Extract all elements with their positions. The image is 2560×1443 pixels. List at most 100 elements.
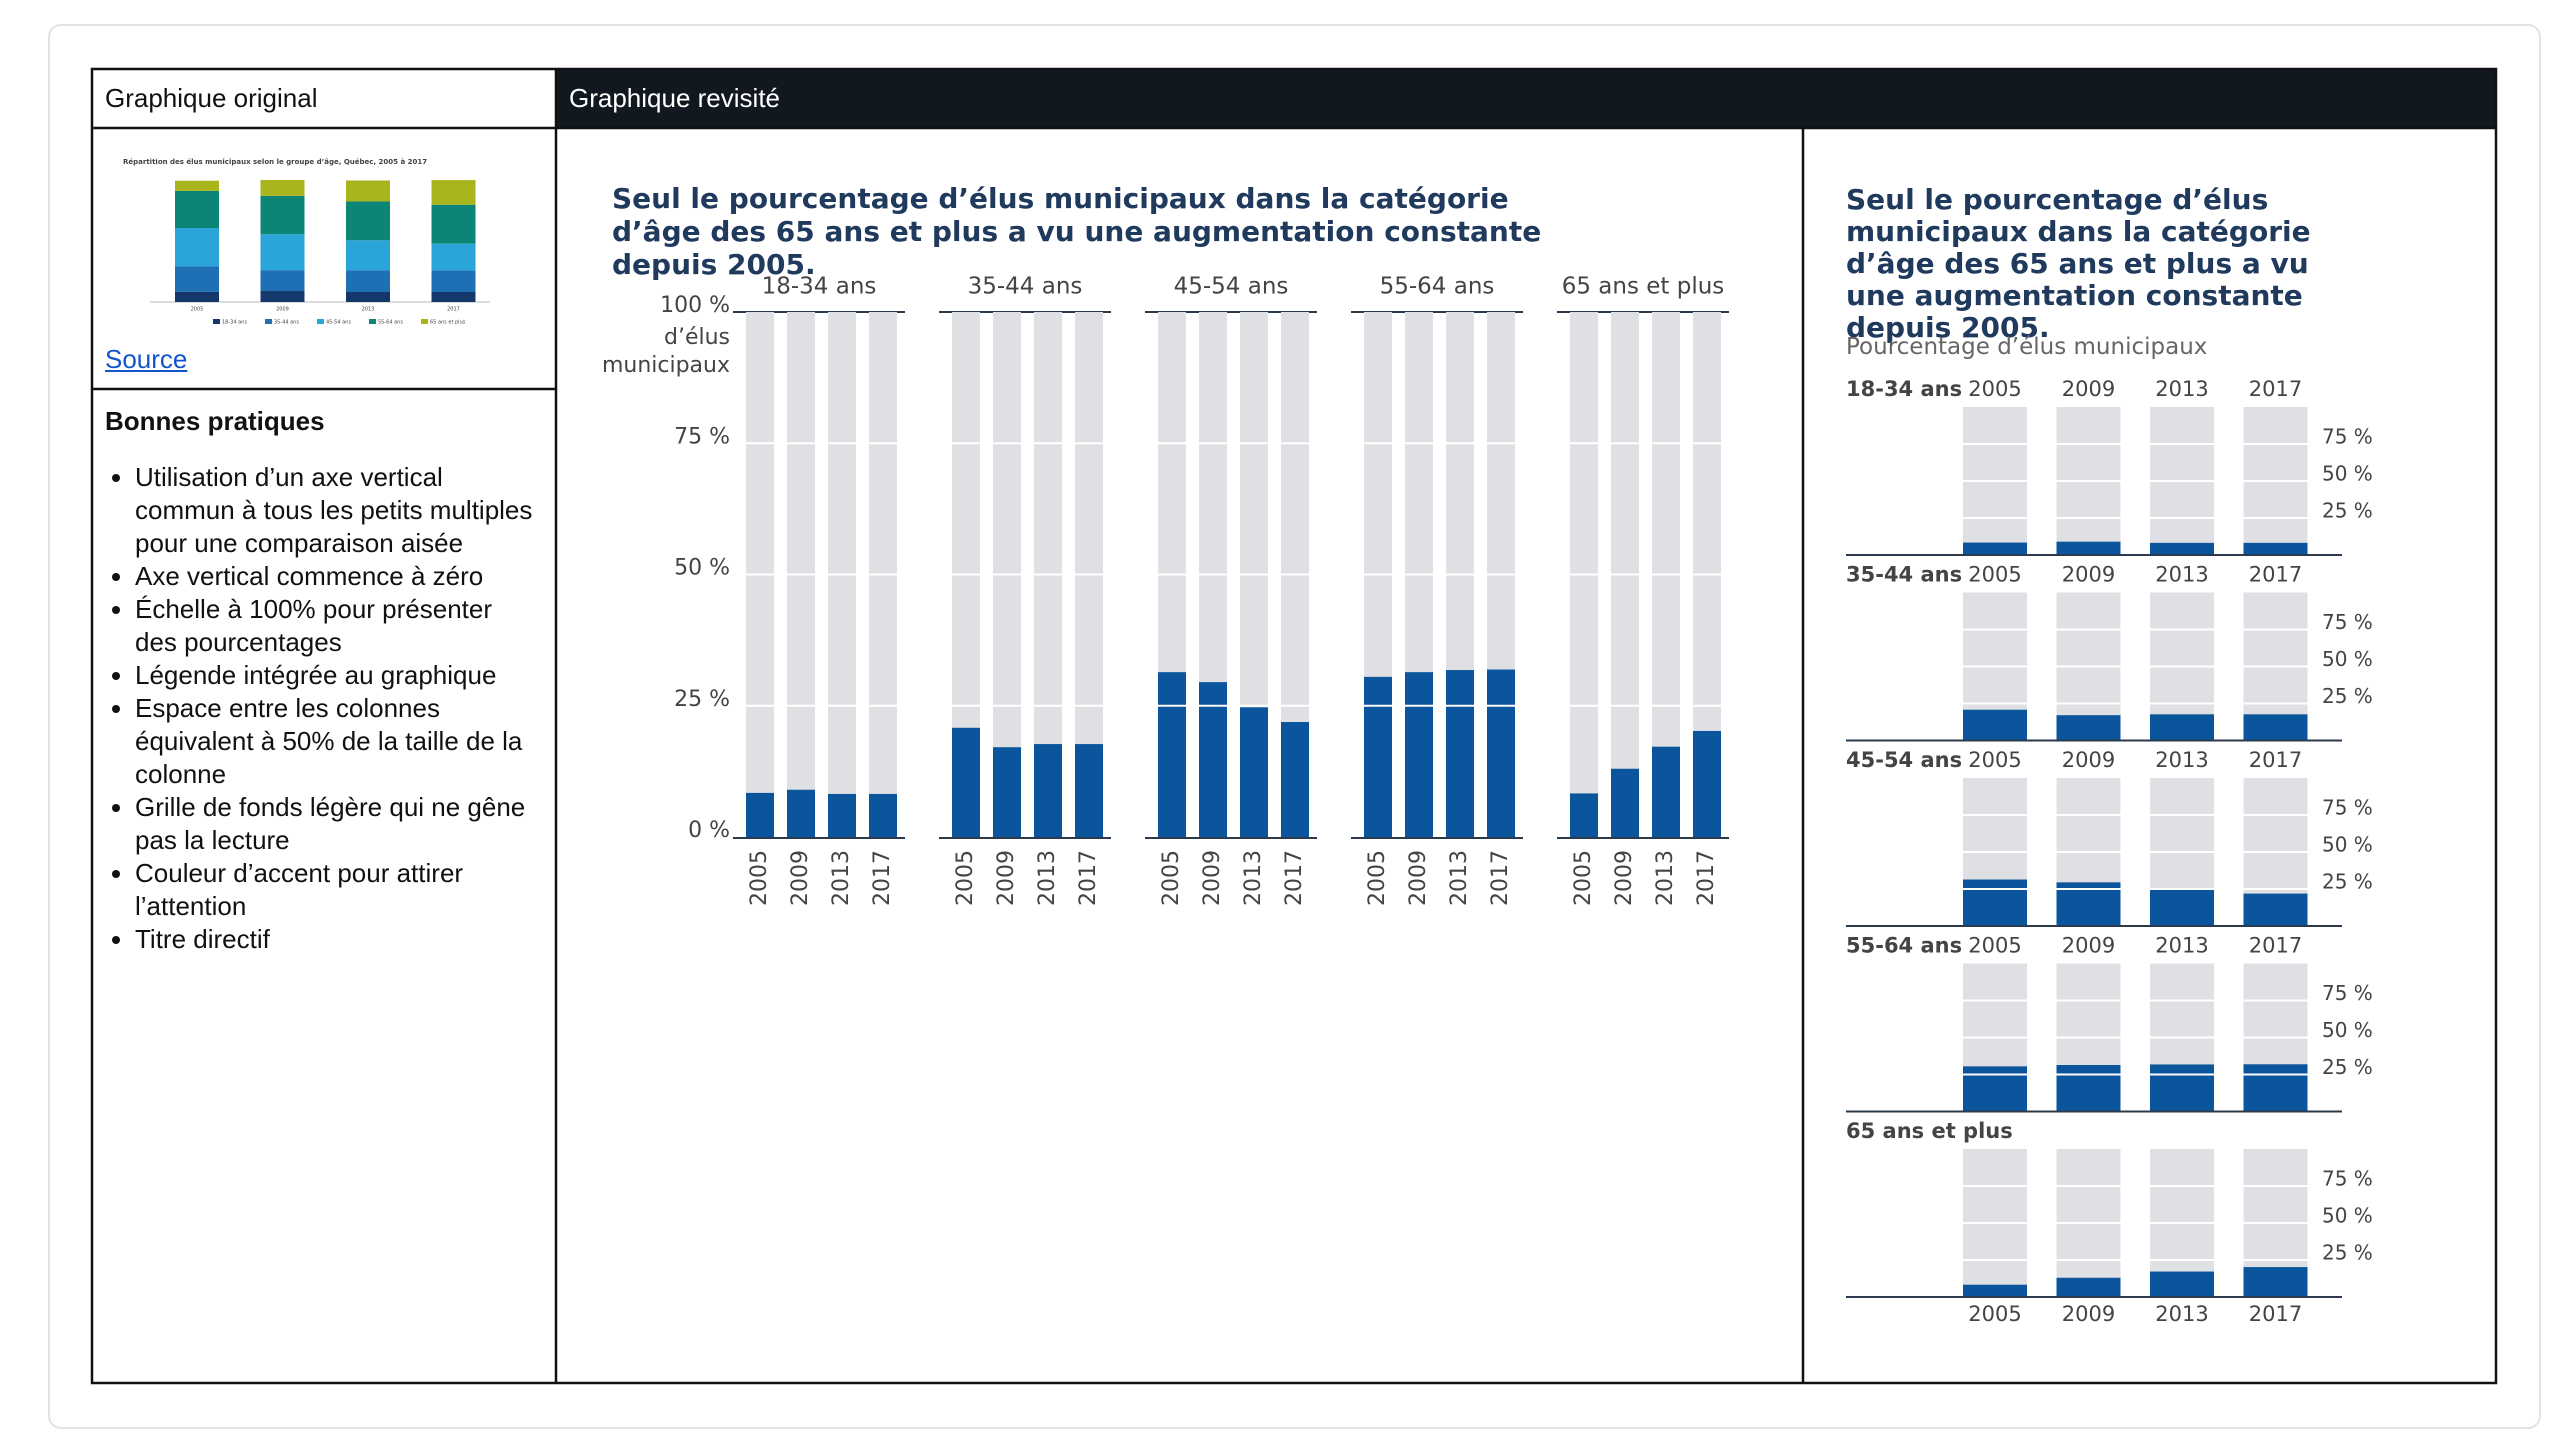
x-tick-label: 2013 [1653,850,1678,906]
y-tick-label: 75 % [2322,1167,2373,1191]
stacked-segment [175,266,219,292]
bar [1570,793,1598,837]
stacked-segment [346,201,390,241]
practice-item: Grille de fonds légère qui ne gêne pas l… [135,791,535,857]
x-tick-label: 2009 [1406,850,1431,906]
stacked-segment [431,180,476,205]
bar [2056,715,2121,741]
thumb-title: Répartition des élus municipaux selon le… [123,158,427,166]
x-tick-label: 2005 [1968,934,2021,958]
bar [1963,879,2027,926]
bar [1611,768,1639,837]
y-tick-label: 25 % [2322,1241,2373,1265]
chart-title: Seul le pourcentage d’élus municipaux da… [1846,183,2311,344]
stacked-segment [175,190,219,229]
x-tick-label: 2009 [2062,748,2115,772]
bar [746,792,774,837]
x-tick-label: 2005 [1968,563,2021,587]
x-tick-label: 2013 [2155,563,2208,587]
x-tick-label: 2013 [1035,850,1060,906]
x-tick-label: 2017 [870,850,895,906]
bar [1075,744,1103,837]
x-tick-label: 2017 [2249,934,2302,958]
y-axis-label: d’élus municipaux [601,325,730,378]
x-tick-label: 2017 [1282,850,1307,906]
y-tick-label: 100 % [660,293,730,318]
stacked-segment [260,291,305,302]
practices-title: Bonnes pratiques [105,406,325,436]
practice-item: Utilisation d’un axe vertical commun à t… [135,461,535,560]
y-tick-label: 25 % [674,687,730,712]
x-tick-label: 2013 [362,307,375,313]
bar [2150,542,2214,555]
panel-label: 65 ans et plus [1846,1119,2013,1143]
stacked-segment [260,270,305,292]
x-tick-label: 2013 [1447,850,1472,906]
stacked-segment [346,240,390,271]
y-tick-label: 25 % [2322,499,2373,523]
stacked-segment [175,291,219,302]
stacked-segment [260,180,305,196]
bar [2150,889,2214,926]
bar [1652,746,1680,837]
x-tick-label: 2017 [447,307,460,313]
legend-label: 18-34 ans [222,320,247,326]
header-left: Graphique original [105,83,318,113]
chart-title: Seul le pourcentage d’élus municipaux da… [612,182,1542,281]
y-tick-label: 25 % [2322,1055,2373,1079]
panel-label: 35-44 ans [968,274,1083,300]
legend-swatch [421,319,428,324]
y-tick-label: 50 % [2322,1204,2373,1228]
x-tick-label: 2017 [2249,1302,2302,1326]
x-tick-label: 2005 [1968,377,2021,401]
x-tick-label: 2009 [2062,563,2115,587]
stacked-segment [431,243,476,271]
stacked-segment [346,291,390,302]
panel-label: 65 ans et plus [1562,274,1725,300]
panel-label: 18-34 ans [762,274,877,300]
source-link[interactable]: Source [105,344,188,374]
legend-swatch [369,319,376,324]
legend-label: 55-64 ans [378,320,403,326]
x-tick-label: 2013 [1241,850,1266,906]
bar [1446,670,1474,837]
legend-swatch [265,319,272,324]
bar [1963,1066,2027,1112]
y-tick-label: 50 % [2322,833,2373,857]
x-tick-label: 2017 [2249,563,2302,587]
bar [2243,542,2308,555]
bar [2150,714,2214,741]
y-tick-label: 25 % [2322,684,2373,708]
legend-label: 45-54 ans [326,320,351,326]
bar [1158,672,1186,837]
bar [1405,672,1433,837]
x-tick-label: 2005 [1159,850,1184,906]
bar [952,727,980,837]
header-dark [556,69,2496,128]
x-tick-label: 2005 [953,850,978,906]
bar [2243,714,2308,741]
bar [2150,1271,2214,1297]
x-tick-label: 2009 [788,850,813,906]
y-tick-label: 75 % [2322,981,2373,1005]
stacked-segment [346,270,390,292]
legend-swatch [213,319,220,324]
x-tick-label: 2013 [829,850,854,906]
practice-item: Espace entre les colonnes équivalent à 5… [135,692,535,791]
y-tick-label: 75 % [674,424,730,449]
practice-item: Titre directif [135,923,535,956]
bar [1034,744,1062,837]
x-tick-label: 2009 [1612,850,1637,906]
panel-label: 18-34 ans [1846,377,1962,401]
y-tick-label: 75 % [2322,796,2373,820]
y-tick-label: 50 % [2322,647,2373,671]
header-right: Graphique revisité [569,83,780,113]
practice-item: Axe vertical commence à zéro [135,560,535,593]
bar [1487,669,1515,837]
y-tick-label: 50 % [674,556,730,581]
bar [1364,676,1392,837]
panel-label: 45-54 ans [1846,748,1962,772]
bar [2243,1267,2308,1297]
practice-item: Échelle à 100% pour présenter des pource… [135,593,535,659]
bar [2243,1064,2308,1112]
